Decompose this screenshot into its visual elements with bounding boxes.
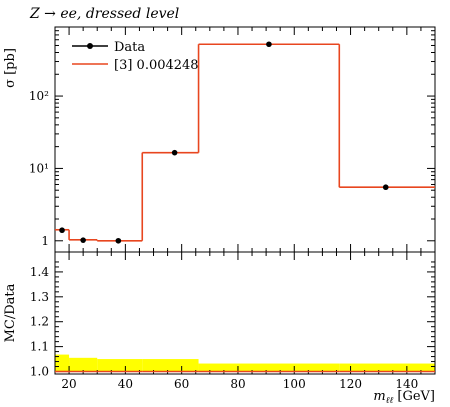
ratio-panel: 20 40 60 80 100 120 140 1.0 1.1 1.2 1.3 1.4 MC/Data… <box>3 251 436 406</box>
ratio-band-segment <box>198 363 340 372</box>
main-y-axis-label: σ [pb] <box>3 48 18 88</box>
ratio-y-axis-label: MC/Data <box>3 283 18 342</box>
chart-title: Z → ee, dressed level <box>29 6 179 22</box>
ratio-band-segment <box>142 359 199 372</box>
ratio-band-segment <box>339 363 435 372</box>
x-tick-label: 80 <box>230 377 245 391</box>
ratio-band-segment <box>55 354 70 372</box>
x-tick-label: 100 <box>283 377 306 391</box>
x-tick-label: 20 <box>61 377 76 391</box>
main-y-tick-label: 10¹ <box>29 161 49 175</box>
ratio-y-tick-label: 1.2 <box>30 315 49 329</box>
data-point <box>266 41 272 48</box>
x-tick-label: 40 <box>118 377 133 391</box>
data-point <box>115 237 122 244</box>
main-plot-frame <box>54 26 436 253</box>
x-tick-label: 140 <box>395 377 418 391</box>
legend-data-marker <box>87 43 93 49</box>
x-label-subscript: ℓℓ <box>386 396 394 406</box>
legend-label-mc: [3] 0.004248 <box>114 58 199 73</box>
legend: Data [3] 0.004248 <box>72 40 199 73</box>
data-point <box>80 237 86 243</box>
x-axis-label: mℓℓ [GeV] <box>373 389 435 406</box>
ratio-y-tick-label: 1.0 <box>30 365 49 379</box>
main-y-tick-label: 1 <box>41 234 49 248</box>
x-label-symbol: m <box>373 389 385 404</box>
ratio-plot-frame <box>54 251 436 375</box>
ratio-y-tick-label: 1.3 <box>30 290 49 304</box>
ratio-y-tick-label: 1.4 <box>30 265 49 279</box>
main-y-tick-label: 10² <box>29 89 49 103</box>
x-tick-label: 120 <box>339 377 362 391</box>
data-point <box>171 149 178 156</box>
ratio-y-tick-label: 1.1 <box>30 340 49 354</box>
x-tick-label: 60 <box>174 377 189 391</box>
ratio-band-segment <box>69 357 98 372</box>
legend-label-data: Data <box>114 40 145 55</box>
main-panel: 1 10¹ 10² Data [3] 0.004248 σ [pb] <box>3 26 436 253</box>
x-label-unit: [GeV] <box>393 389 435 404</box>
data-point <box>382 184 389 191</box>
ratio-band-segment <box>97 359 143 372</box>
data-point <box>59 227 65 234</box>
